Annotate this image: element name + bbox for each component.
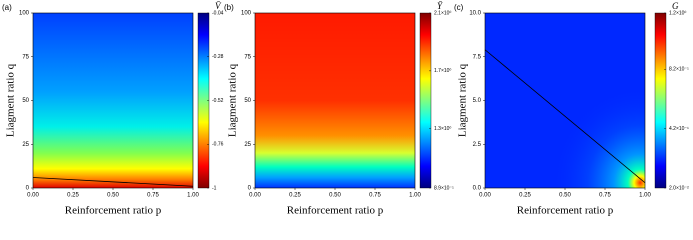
colorbar-label: V̄ bbox=[215, 1, 222, 11]
colorbar-label: G bbox=[672, 1, 679, 11]
colorbar-tick-label: -1 bbox=[212, 185, 217, 191]
x-tick-label: 0.25 bbox=[67, 193, 79, 199]
figure: 0.00 0.25 0.50 0.75 1.000255075100Reinforcem… bbox=[2, 1, 689, 217]
x-tick-label: 0.75 bbox=[599, 193, 611, 199]
y-tick-label: 25 bbox=[22, 142, 29, 148]
x-tick-label: 1.00 bbox=[409, 193, 421, 199]
x-tick-label: 0.25 bbox=[289, 193, 301, 199]
x-tick-label: 0.75 bbox=[369, 193, 381, 199]
x-axis-label: Reinforcement ratio p bbox=[65, 205, 162, 217]
heatmap-field bbox=[255, 13, 415, 188]
y-tick-label: 5.0 bbox=[473, 98, 482, 104]
y-tick-label: 10.0 bbox=[469, 11, 481, 17]
colorbar-tick-label: 1.3×10⁰ bbox=[434, 126, 451, 132]
x-tick-label: 1.00 bbox=[187, 193, 199, 199]
y-tick-label: 2.5 bbox=[473, 142, 482, 148]
colorbar-tick-label: 2.1×10⁰ bbox=[434, 10, 451, 16]
y-tick-label: 100 bbox=[241, 11, 252, 17]
colorbar-tick-label: -0.76 bbox=[212, 142, 224, 148]
panel-label: (c) bbox=[454, 3, 464, 12]
colorbar-tick-label: -0.04 bbox=[212, 10, 224, 16]
x-tick-label: 0.00 bbox=[27, 193, 39, 199]
colorbar-tick-label: 1.2×10⁰ bbox=[669, 10, 686, 16]
colorbar-tick-label: 2.0×10⁻² bbox=[669, 185, 689, 191]
y-tick-label: 100 bbox=[19, 11, 30, 17]
y-tick-label: 0.0 bbox=[473, 186, 482, 192]
y-axis-label: Liagment ratio q bbox=[5, 63, 17, 137]
y-tick-label: 0 bbox=[26, 186, 30, 192]
colorbar bbox=[654, 12, 667, 189]
x-tick-label: 1.00 bbox=[639, 193, 651, 199]
boundary-line bbox=[32, 177, 194, 187]
x-tick-label: 0.75 bbox=[147, 193, 159, 199]
y-tick-label: 50 bbox=[244, 98, 251, 104]
boundary-line bbox=[484, 49, 646, 184]
panel-label: (a) bbox=[2, 3, 12, 12]
x-tick-label: 0.25 bbox=[519, 193, 531, 199]
x-axis-label: Reinforcement ratio p bbox=[517, 205, 614, 217]
colorbar-tick-label: 8.9×10⁻¹ bbox=[434, 185, 454, 191]
colorbar-tick-label: 8.2×10⁻¹ bbox=[669, 67, 689, 73]
heatmap-field bbox=[485, 13, 645, 188]
x-tick-label: 0.00 bbox=[479, 193, 491, 199]
y-axis-label: Liagment ratio q bbox=[227, 63, 239, 137]
x-tick-label: 0.50 bbox=[559, 193, 571, 199]
y-tick-label: 0 bbox=[248, 186, 252, 192]
colorbar-tick-label: -0.52 bbox=[212, 98, 224, 104]
colorbar bbox=[419, 12, 432, 189]
heatmap-field bbox=[33, 13, 193, 188]
colorbar-label: Ȳ bbox=[437, 1, 443, 11]
x-tick-label: 0.50 bbox=[107, 193, 119, 199]
y-tick-label: 7.5 bbox=[473, 54, 482, 60]
x-tick-label: 0.50 bbox=[329, 193, 341, 199]
y-tick-label: 75 bbox=[244, 54, 251, 60]
y-axis-label: Liagment ratio q bbox=[457, 63, 469, 137]
colorbar-tick-label: 4.2×10⁻¹ bbox=[669, 126, 689, 132]
panel-label: (b) bbox=[224, 3, 234, 12]
x-tick-label: 0.00 bbox=[249, 193, 261, 199]
y-tick-label: 25 bbox=[244, 142, 251, 148]
colorbar-tick-label: 1.7×10⁰ bbox=[434, 68, 451, 74]
x-axis-label: Reinforcement ratio p bbox=[287, 205, 384, 217]
colorbar-tick-label: -0.28 bbox=[212, 54, 224, 60]
y-tick-label: 75 bbox=[22, 54, 29, 60]
y-tick-label: 50 bbox=[22, 98, 29, 104]
